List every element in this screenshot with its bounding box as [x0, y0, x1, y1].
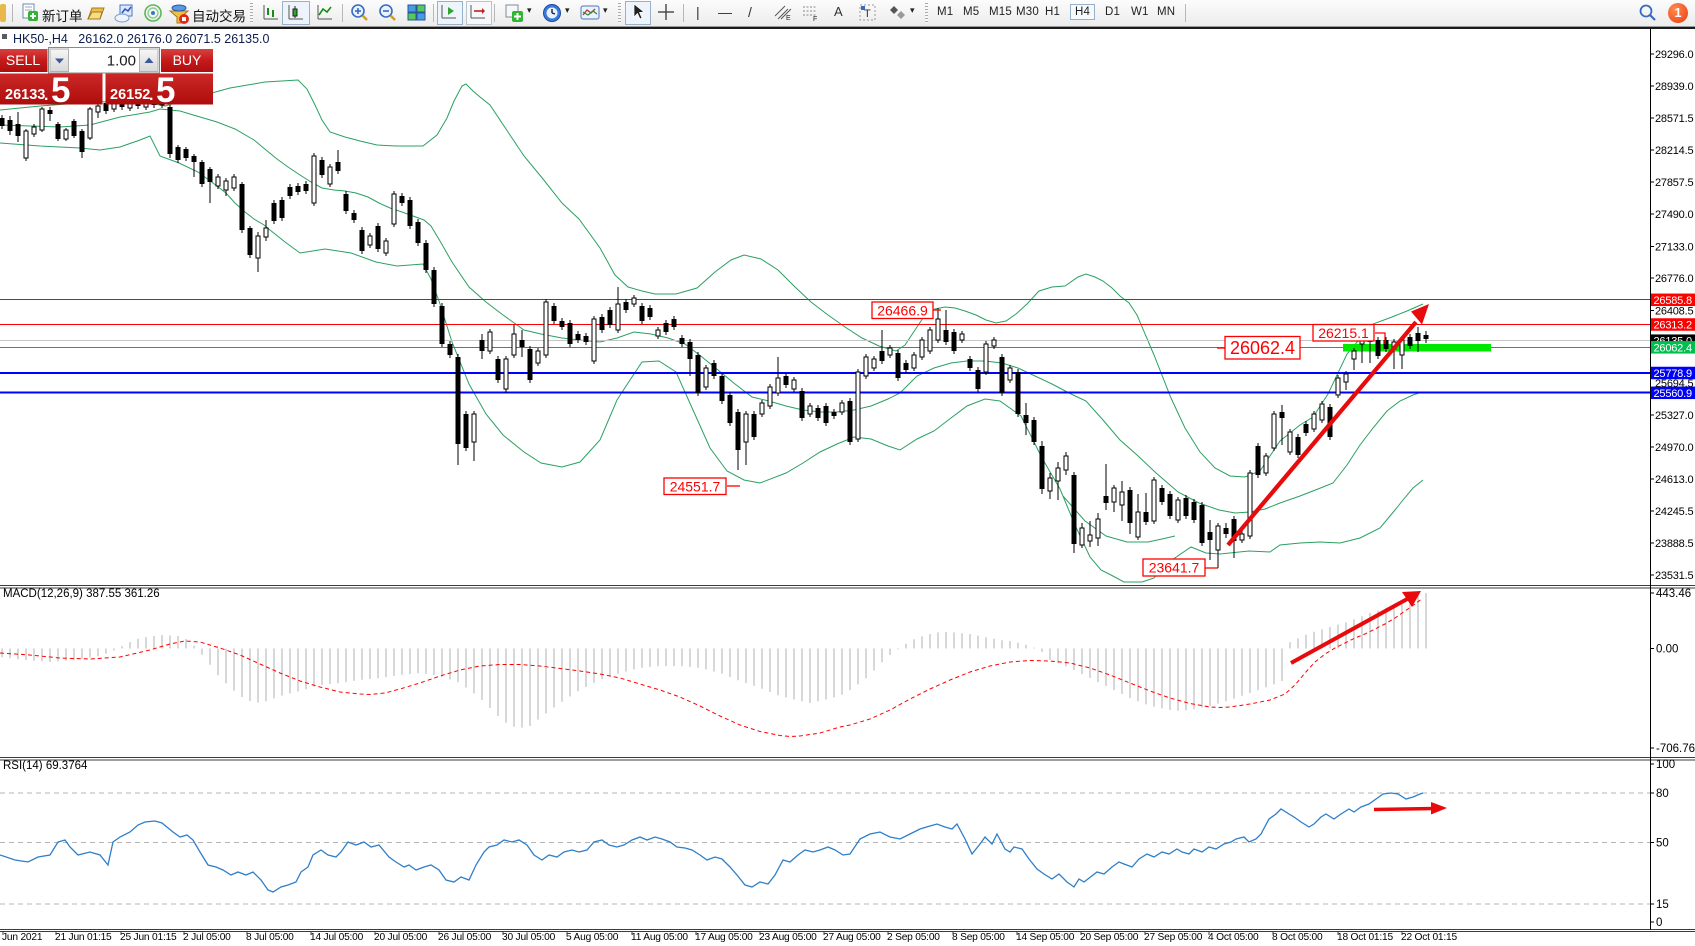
- svg-text:22 Oct 01:15: 22 Oct 01:15: [1401, 932, 1457, 943]
- svg-text:28214.5: 28214.5: [1655, 145, 1693, 157]
- svg-text:17 Aug 05:00: 17 Aug 05:00: [695, 932, 753, 943]
- svg-text:100: 100: [1656, 759, 1675, 771]
- svg-text:15: 15: [1656, 899, 1669, 911]
- svg-text:28939.0: 28939.0: [1655, 81, 1693, 93]
- svg-text:0: 0: [1656, 917, 1662, 929]
- svg-text:14 Jul 05:00: 14 Jul 05:00: [310, 932, 364, 943]
- svg-text:28571.5: 28571.5: [1655, 113, 1693, 125]
- svg-text:SELL: SELL: [6, 52, 40, 68]
- svg-text:26585.8: 26585.8: [1654, 295, 1692, 307]
- svg-text:23641.7: 23641.7: [1149, 560, 1200, 576]
- svg-text:443.46: 443.46: [1656, 588, 1691, 600]
- svg-text:26466.9: 26466.9: [877, 302, 928, 318]
- svg-text:20 Sep 05:00: 20 Sep 05:00: [1080, 932, 1139, 943]
- svg-text:14 Sep 05:00: 14 Sep 05:00: [1016, 932, 1075, 943]
- svg-text:8 Jul 05:00: 8 Jul 05:00: [246, 932, 294, 943]
- svg-text:27857.5: 27857.5: [1655, 177, 1693, 189]
- svg-text:2 Jul 05:00: 2 Jul 05:00: [183, 932, 231, 943]
- svg-text:BUY: BUY: [173, 52, 202, 68]
- svg-text:24970.0: 24970.0: [1655, 442, 1693, 454]
- svg-text:5: 5: [51, 71, 70, 110]
- svg-text:21 Jun 01:15: 21 Jun 01:15: [55, 932, 112, 943]
- svg-text:20 Jul 05:00: 20 Jul 05:00: [374, 932, 428, 943]
- svg-text:27 Sep 05:00: 27 Sep 05:00: [1144, 932, 1203, 943]
- svg-text:23 Aug 05:00: 23 Aug 05:00: [759, 932, 817, 943]
- svg-text:11 Aug 05:00: 11 Aug 05:00: [631, 932, 688, 943]
- svg-text:-706.76: -706.76: [1656, 743, 1695, 755]
- svg-text:2 Sep 05:00: 2 Sep 05:00: [887, 932, 940, 943]
- svg-text:5: 5: [156, 71, 175, 110]
- svg-text:27133.0: 27133.0: [1655, 242, 1693, 254]
- svg-text:RSI(14) 69.3764: RSI(14) 69.3764: [3, 760, 88, 772]
- svg-text:.: .: [149, 87, 153, 104]
- svg-text:24613.0: 24613.0: [1655, 474, 1693, 486]
- svg-text:0.00: 0.00: [1656, 644, 1678, 656]
- svg-text:26133: 26133: [5, 87, 45, 103]
- svg-text:Jun 2021: Jun 2021: [2, 932, 43, 943]
- svg-text:26062.4: 26062.4: [1230, 338, 1295, 358]
- svg-text:26776.0: 26776.0: [1655, 273, 1693, 285]
- svg-text:8 Oct 05:00: 8 Oct 05:00: [1272, 932, 1323, 943]
- svg-text:27 Aug 05:00: 27 Aug 05:00: [823, 932, 881, 943]
- svg-text:26152: 26152: [110, 87, 150, 103]
- svg-text:25778.9: 25778.9: [1654, 368, 1692, 380]
- svg-text:23888.5: 23888.5: [1655, 538, 1693, 550]
- svg-text:1.00: 1.00: [107, 53, 136, 70]
- svg-text:HK50-,H4 26162.0 26176.0 260: HK50-,H4 26162.0 26176.0 26071.5 26135.0: [13, 32, 270, 46]
- svg-text:MACD(12,26,9) 387.55 361.26: MACD(12,26,9) 387.55 361.26: [3, 588, 160, 600]
- svg-text:5 Aug 05:00: 5 Aug 05:00: [566, 932, 619, 943]
- svg-text:.: .: [44, 87, 48, 104]
- svg-text:E: E: [786, 15, 791, 22]
- svg-text:25327.0: 25327.0: [1655, 410, 1693, 422]
- svg-text:26313.2: 26313.2: [1654, 320, 1692, 332]
- svg-text:18 Oct 01:15: 18 Oct 01:15: [1337, 932, 1393, 943]
- svg-text:8 Sep 05:00: 8 Sep 05:00: [952, 932, 1005, 943]
- svg-text:26 Jul 05:00: 26 Jul 05:00: [438, 932, 492, 943]
- svg-text:27490.0: 27490.0: [1655, 209, 1693, 221]
- svg-text:24245.5: 24245.5: [1655, 506, 1693, 518]
- svg-text:4 Oct 05:00: 4 Oct 05:00: [1208, 932, 1259, 943]
- svg-text:50: 50: [1656, 838, 1669, 850]
- svg-text:23531.5: 23531.5: [1655, 570, 1693, 582]
- svg-text:F: F: [813, 16, 817, 22]
- svg-text:80: 80: [1656, 788, 1669, 800]
- svg-text:25694.5: 25694.5: [1655, 378, 1693, 390]
- svg-text:25560.9: 25560.9: [1654, 388, 1692, 400]
- svg-text:26408.5: 26408.5: [1655, 306, 1693, 318]
- svg-text:26062.4: 26062.4: [1654, 342, 1692, 354]
- svg-text:T: T: [864, 8, 871, 20]
- svg-text:29296.0: 29296.0: [1655, 49, 1693, 61]
- svg-text:26215.1: 26215.1: [1318, 325, 1369, 341]
- svg-text:25 Jun 01:15: 25 Jun 01:15: [120, 932, 177, 943]
- svg-text:24551.7: 24551.7: [670, 478, 721, 494]
- svg-text:30 Jul 05:00: 30 Jul 05:00: [502, 932, 556, 943]
